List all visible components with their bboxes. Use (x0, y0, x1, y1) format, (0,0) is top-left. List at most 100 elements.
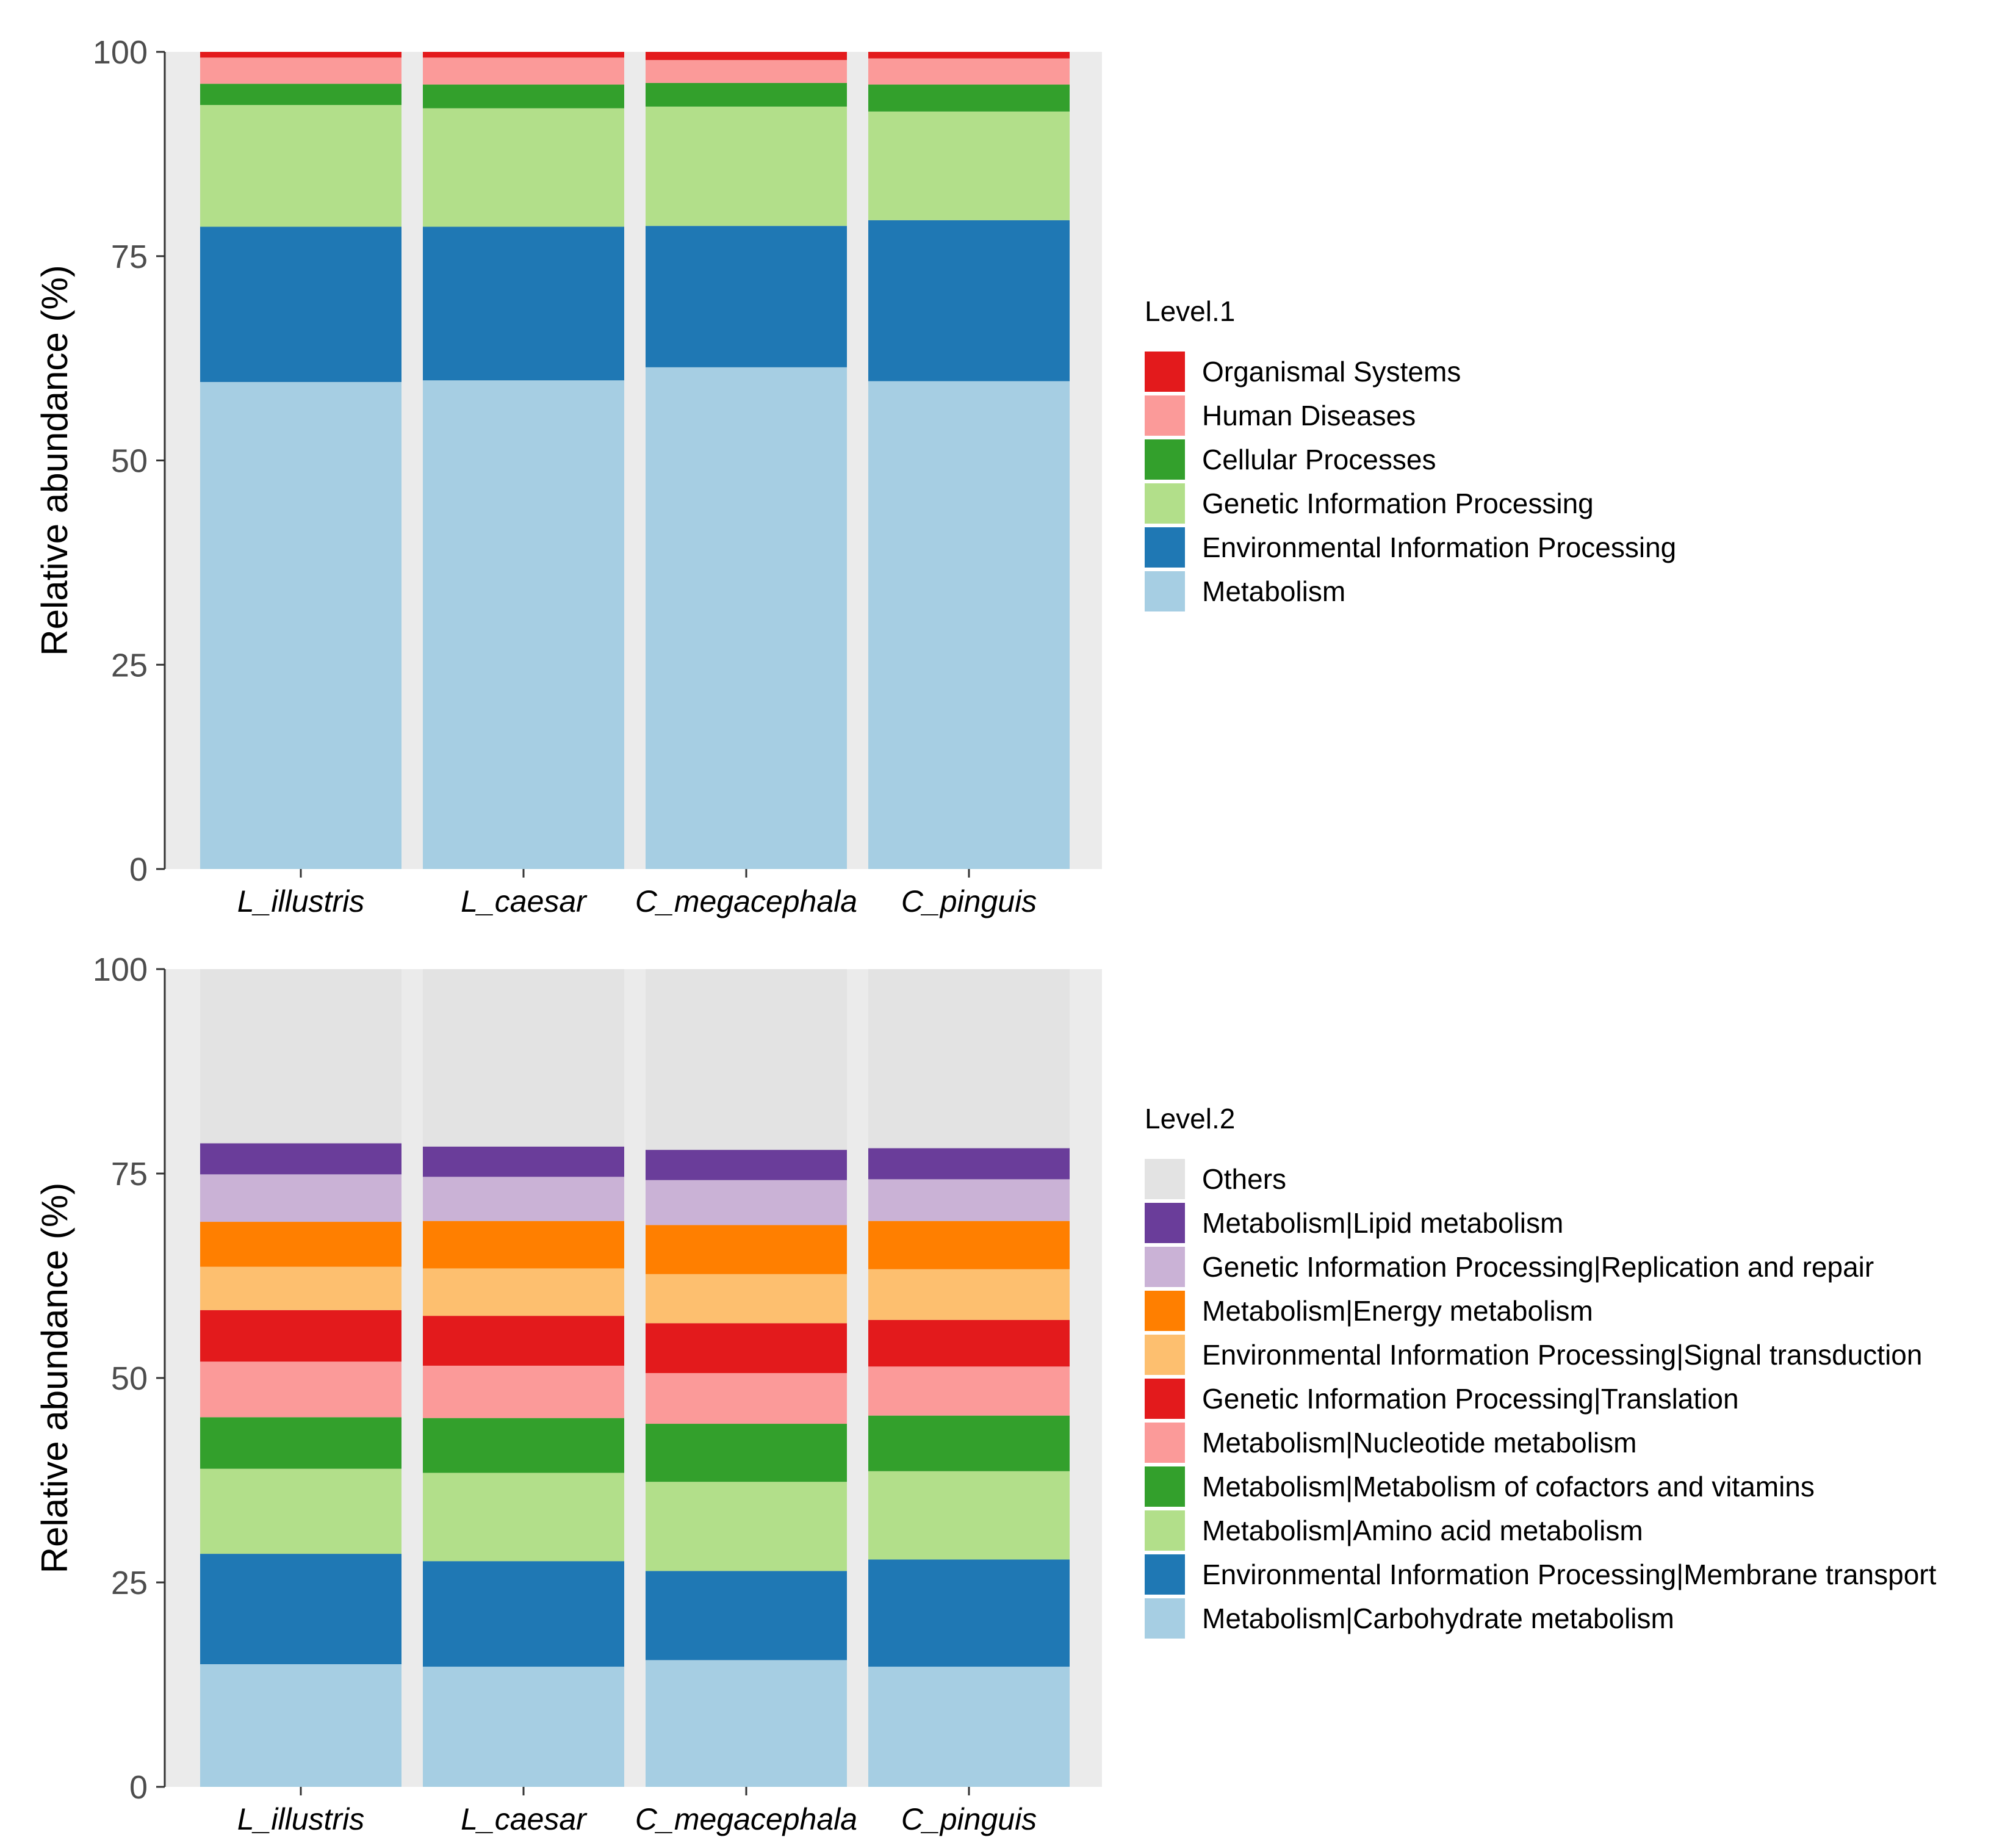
bar-segment (646, 1372, 847, 1424)
legend-swatch (1145, 571, 1185, 611)
legend-label: Metabolism|Amino acid metabolism (1202, 1515, 1643, 1546)
legend-swatch (1145, 1335, 1185, 1375)
x-tick-label: L_caesar (461, 1802, 588, 1836)
x-tick-label: C_megacephala (635, 884, 857, 918)
bar-segment (423, 52, 624, 58)
legend-label: Others (1202, 1163, 1286, 1195)
bar-segment (200, 52, 401, 58)
legend-swatch (1145, 483, 1185, 524)
bar-segment (423, 1561, 624, 1667)
bar-segment (423, 1418, 624, 1473)
bar-segment (646, 1482, 847, 1571)
legend-swatch (1145, 527, 1185, 568)
legend-swatch (1145, 1510, 1185, 1551)
bar-segment (646, 1571, 847, 1661)
bar-segment (868, 1221, 1070, 1269)
bar-segment (646, 1225, 847, 1274)
legend-label: Environmental Information Processing|Sig… (1202, 1339, 1922, 1371)
chart-panel-1: L_illustris L_caesar C_megacephala C_pingui… (34, 34, 1676, 918)
bar-segment (423, 969, 624, 1147)
bar-segment (868, 58, 1070, 85)
legend-swatch (1145, 1291, 1185, 1331)
bar-segment (423, 1221, 624, 1269)
y-tick-label: 25 (111, 647, 148, 683)
y-tick-label: 0 (129, 1769, 148, 1806)
bar-segment (868, 1269, 1070, 1320)
legend-label: Genetic Information Processing (1202, 488, 1594, 519)
legend-swatch (1145, 395, 1185, 436)
legend-label: Metabolism|Carbohydrate metabolism (1202, 1603, 1674, 1634)
legend-label: Metabolism|Lipid metabolism (1202, 1207, 1563, 1239)
x-tick-label: L_illustris (237, 884, 364, 918)
bar-segment (646, 1323, 847, 1373)
bar-segment (423, 1316, 624, 1366)
x-tick-label: C_megacephala (635, 1802, 857, 1836)
bar-segment (200, 1222, 401, 1267)
y-axis-title: Relative abundance (%) (34, 1183, 75, 1573)
x-tick-label: C_pinguis (901, 884, 1037, 918)
bar-segment (646, 1274, 847, 1324)
bar-segment (200, 1310, 401, 1362)
bar-segment (200, 84, 401, 106)
legend-swatch (1145, 1423, 1185, 1463)
bar-segment (868, 1415, 1070, 1471)
bar-segment (200, 1664, 401, 1787)
bar-segment (646, 1150, 847, 1180)
legend-title: Level.2 (1145, 1103, 1235, 1134)
bar-segment (200, 1554, 401, 1664)
bar-segment (646, 969, 847, 1150)
legend-label: Genetic Information Processing|Replicati… (1202, 1251, 1874, 1283)
bar-segment (646, 1660, 847, 1787)
bar-segment (423, 1365, 624, 1418)
bar-segment (423, 84, 624, 109)
bar-segment (868, 969, 1070, 1149)
bar-segment (423, 1667, 624, 1787)
x-tick-label: L_illustris (237, 1802, 364, 1836)
bar-segment (646, 226, 847, 367)
bar-segment (646, 106, 847, 226)
bar-segment (868, 1471, 1070, 1560)
bar-segment (868, 1148, 1070, 1180)
bar-segment (200, 57, 401, 84)
bar-segment (423, 1473, 624, 1562)
legend-label: Metabolism (1202, 575, 1345, 607)
chart-panel-2: L_illustris L_caesar C_megacephala C_pingui… (34, 951, 1937, 1836)
bar-segment (200, 1266, 401, 1310)
y-tick-label: 25 (111, 1565, 148, 1601)
legend-label: Genetic Information Processing|Translati… (1202, 1383, 1739, 1415)
bar-segment (423, 380, 624, 869)
bar-segment (423, 1177, 624, 1221)
x-tick-label: C_pinguis (901, 1802, 1037, 1836)
bar-segment (200, 1468, 401, 1554)
bar-segment (646, 367, 847, 869)
bar-segment (868, 220, 1070, 381)
legend-swatch (1145, 1598, 1185, 1639)
legend-title: Level.1 (1145, 295, 1235, 327)
x-tick-label: L_caesar (461, 884, 588, 918)
bar-segment (200, 226, 401, 382)
bar-segment (200, 1143, 401, 1175)
legend-swatch (1145, 1466, 1185, 1507)
y-axis-title: Relative abundance (%) (34, 265, 75, 655)
bar-segment (646, 1180, 847, 1225)
bar-segment (423, 57, 624, 85)
legend-label: Environmental Information Processing|Mem… (1202, 1559, 1937, 1590)
legend-swatch (1145, 1159, 1185, 1199)
bar-segment (646, 52, 847, 60)
y-tick-label: 50 (111, 443, 148, 480)
bar-segment (200, 105, 401, 227)
legend-label: Cellular Processes (1202, 444, 1436, 475)
bar-segment (868, 1559, 1070, 1667)
bar-segment (423, 226, 624, 381)
bar-segment (200, 381, 401, 869)
bar-segment (868, 1319, 1070, 1367)
bar-segment (200, 1417, 401, 1469)
legend-label: Metabolism|Energy metabolism (1202, 1295, 1593, 1327)
legend: Level.1 Organismal Systems Human Diseases C… (1145, 295, 1676, 611)
legend-label: Organismal Systems (1202, 356, 1461, 388)
y-tick-label: 50 (111, 1360, 148, 1397)
legend-label: Human Diseases (1202, 400, 1416, 431)
bar-segment (868, 1366, 1070, 1416)
legend-swatch (1145, 1554, 1185, 1595)
bar-segment (868, 381, 1070, 869)
